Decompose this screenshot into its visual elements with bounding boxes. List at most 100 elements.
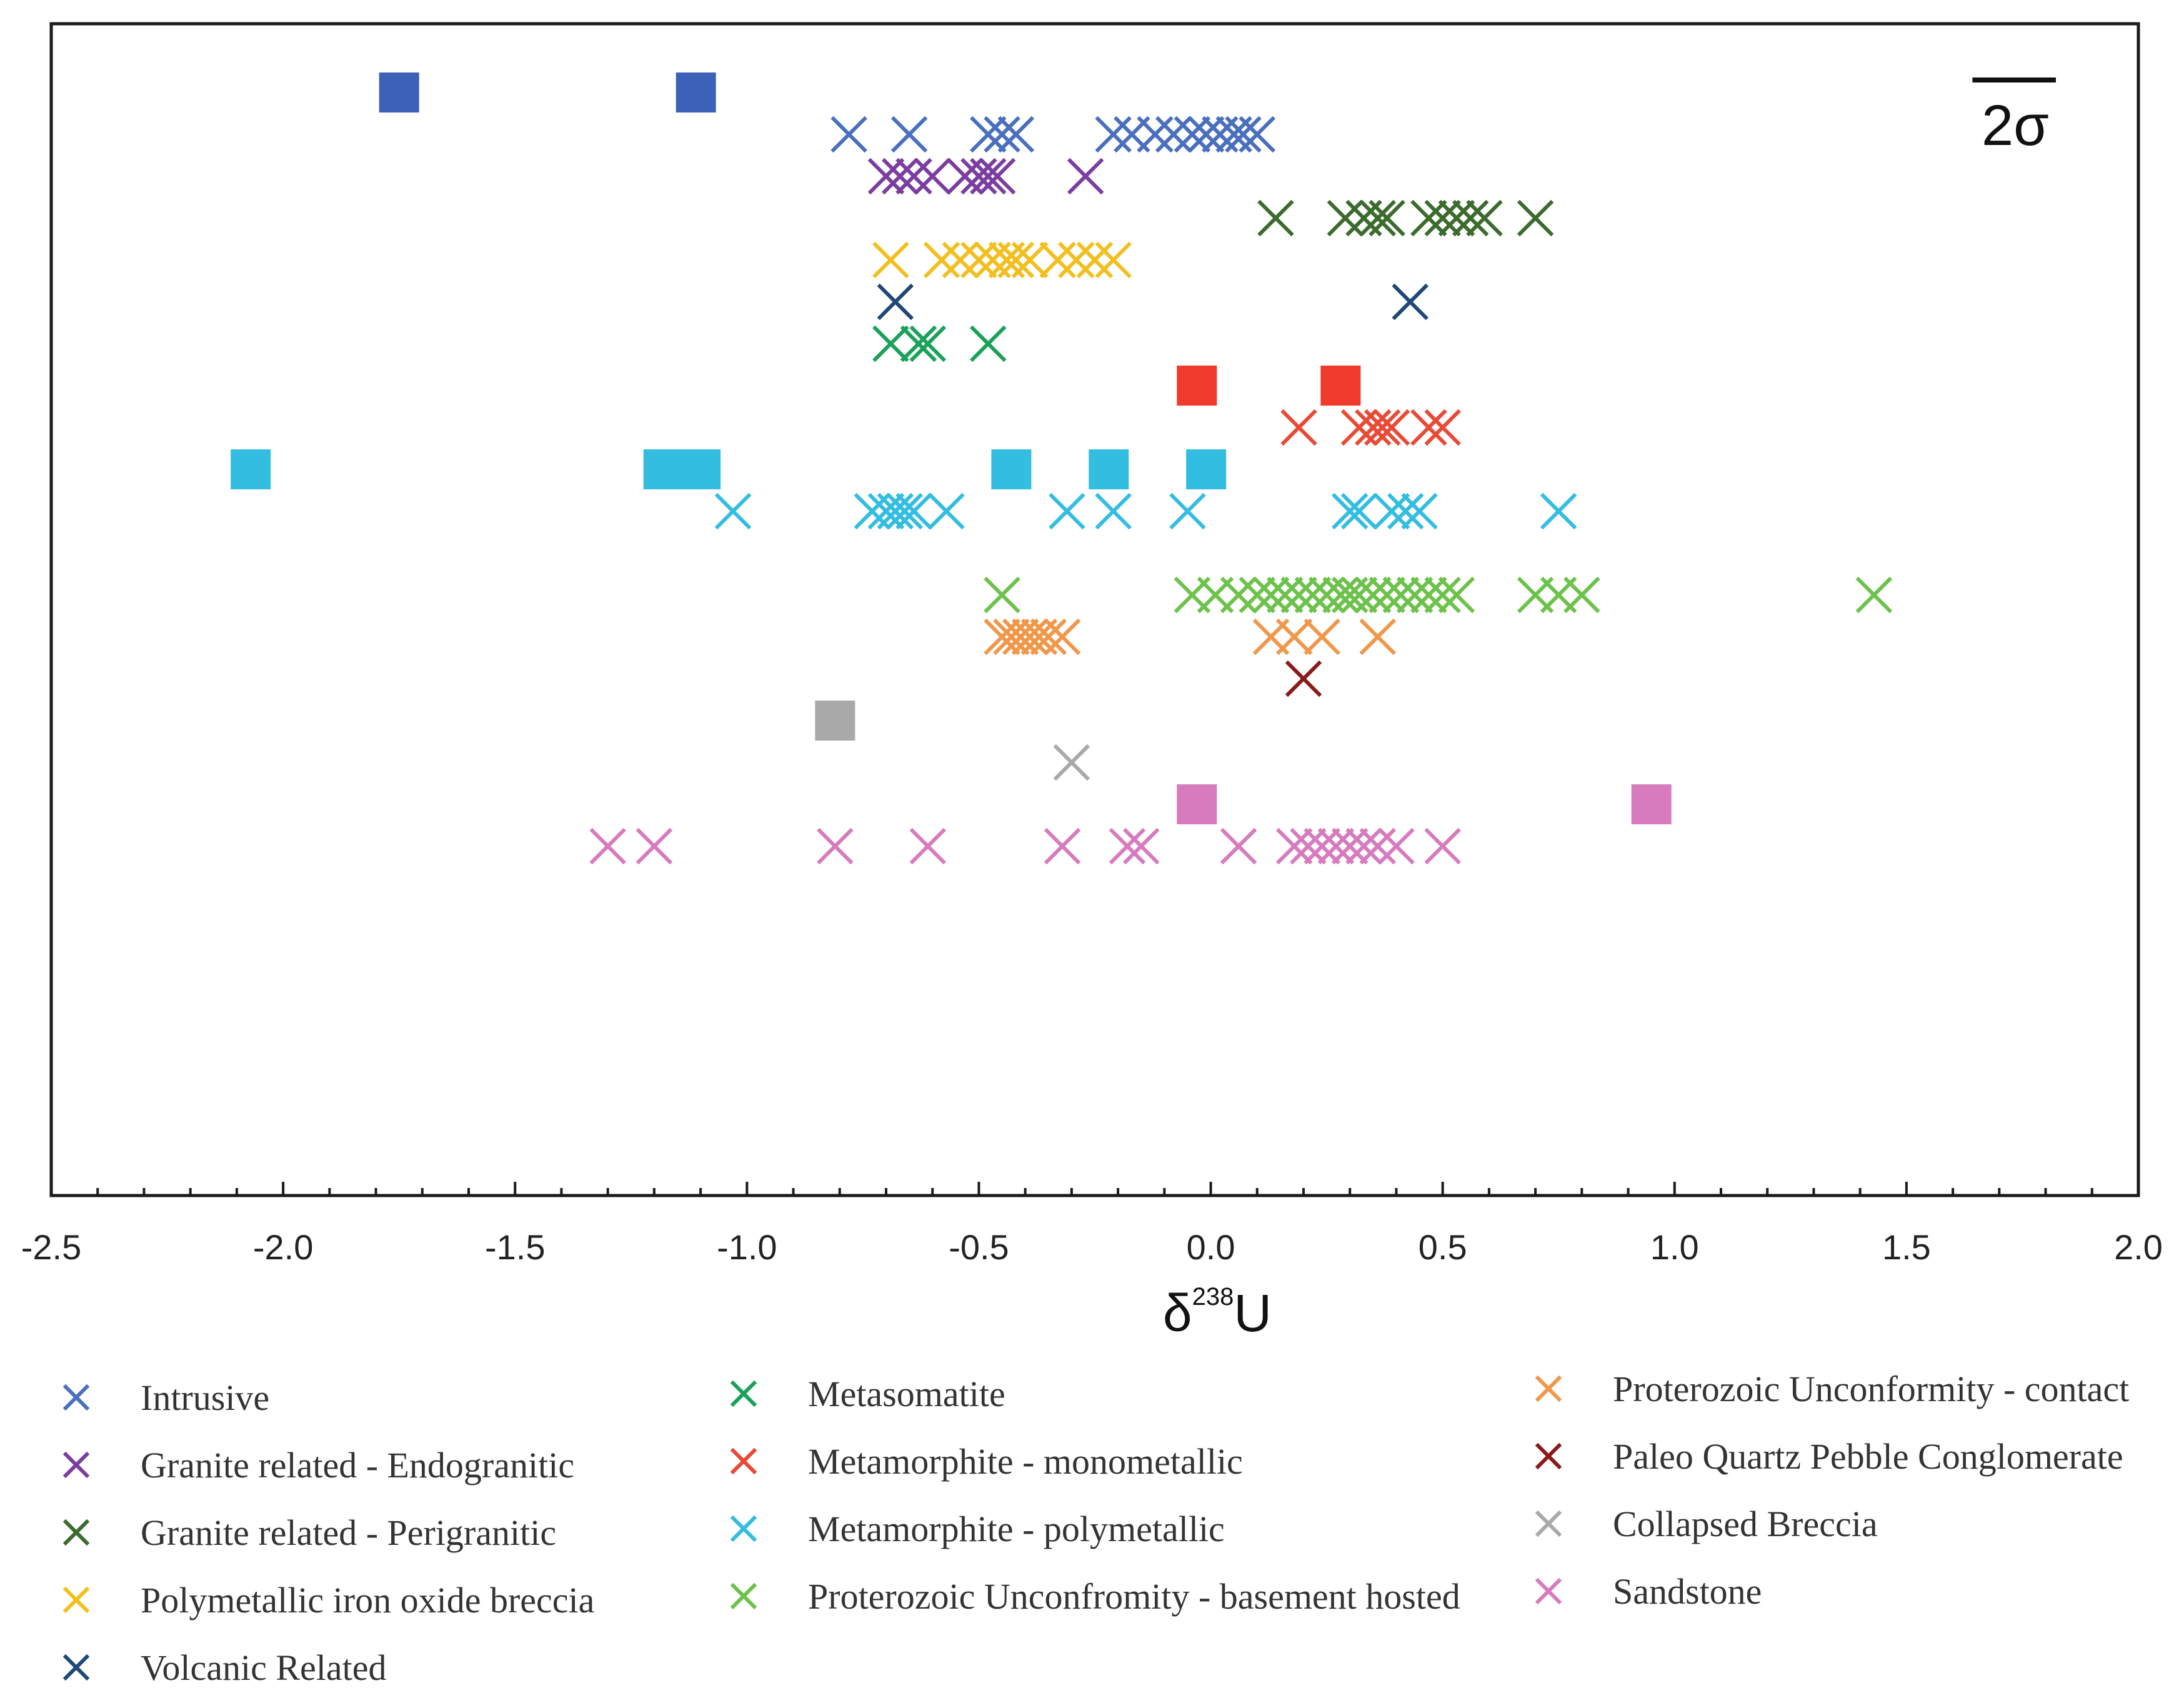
x-marker (1401, 492, 1438, 530)
x-marker (1109, 827, 1146, 865)
x-marker (1076, 241, 1114, 279)
legend-label: Metamorphite - monometallic (808, 1441, 1243, 1482)
x-marker (872, 325, 909, 362)
legend-label: Metamorphite - polymetallic (808, 1509, 1225, 1549)
x-marker (1327, 199, 1364, 237)
x-marker (1187, 116, 1225, 153)
x-marker (914, 157, 951, 195)
x-marker (1304, 618, 1340, 656)
x-marker (1563, 576, 1600, 614)
square-marker (1631, 784, 1672, 824)
scale-bar-label: 2σ (1982, 94, 2049, 157)
legend-label: Paleo Quartz Pebble Conglomerate (1613, 1436, 2123, 1477)
x-tick-label: 1.0 (1650, 1227, 1699, 1267)
x-marker (1044, 618, 1081, 656)
square-marker (231, 449, 271, 489)
x-marker (1095, 116, 1132, 153)
x-marker (1220, 827, 1257, 865)
x-marker (1424, 827, 1461, 865)
square-marker (1320, 366, 1361, 406)
legend-marker (62, 1384, 90, 1411)
x-marker (830, 116, 867, 153)
x-marker (714, 492, 752, 530)
x-marker (636, 827, 673, 865)
x-tick-label: -0.5 (949, 1227, 1009, 1267)
x-marker (984, 116, 1020, 153)
x-marker (895, 492, 932, 530)
x-marker (1317, 827, 1355, 865)
x-axis-label-superscript: 238 (1192, 1283, 1234, 1311)
x-marker (928, 492, 965, 530)
x-marker (1382, 576, 1420, 614)
x-marker (1095, 241, 1132, 279)
x-marker (890, 116, 928, 153)
x-marker (1137, 116, 1174, 153)
legend-marker (62, 1654, 90, 1681)
x-marker (1039, 241, 1076, 279)
x-axis-ticks (50, 1182, 2140, 1196)
x-marker (984, 576, 1020, 614)
x-marker (1257, 199, 1294, 237)
x-marker (895, 157, 932, 195)
x-marker (970, 116, 1007, 153)
legend-label: Volcanic Related (141, 1647, 387, 1688)
x-marker (1517, 199, 1554, 237)
x-marker (960, 241, 997, 279)
x-marker (979, 157, 1016, 195)
x-marker (1252, 576, 1290, 614)
legend-label: Intrusive (141, 1377, 269, 1418)
x-marker (1369, 576, 1405, 614)
square-marker (991, 449, 1032, 489)
x-marker (923, 241, 960, 279)
x-marker (1239, 576, 1276, 614)
x-marker (1280, 409, 1317, 446)
x-marker (1331, 492, 1369, 530)
x-marker (1373, 492, 1410, 530)
x-marker (1392, 283, 1429, 321)
x-marker (1011, 241, 1049, 279)
legend-marker (1535, 1442, 1562, 1470)
x-tick-label: -1.5 (485, 1227, 546, 1267)
x-marker (1030, 618, 1067, 656)
x-marker (1225, 116, 1262, 153)
square-marker (643, 449, 684, 489)
x-marker (1267, 576, 1304, 614)
x-marker (1369, 199, 1405, 237)
x-marker (1275, 827, 1313, 865)
x-marker (589, 827, 626, 865)
x-marker (1280, 576, 1317, 614)
x-marker (942, 241, 979, 279)
legend-marker (62, 1451, 90, 1479)
x-tick-label: -2.0 (253, 1227, 314, 1267)
x-marker (877, 283, 914, 321)
x-marker (1438, 199, 1475, 237)
legend-marker (62, 1586, 90, 1614)
square-marker (1177, 366, 1217, 406)
x-marker (1359, 618, 1396, 656)
legend-label: Proterozoic Unconformity - contact (1613, 1369, 2129, 1409)
square-marker (1089, 449, 1129, 489)
x-marker (1424, 199, 1461, 237)
x-marker (970, 325, 1007, 362)
legend-marker (730, 1447, 757, 1475)
x-marker (1155, 116, 1192, 153)
legend-marker (62, 1519, 90, 1546)
legend: Intrusive Granite related - Endogranitic G… (62, 1369, 2129, 1688)
x-marker (1304, 827, 1340, 865)
x-marker (1340, 576, 1378, 614)
plot-frame (49, 22, 2140, 1197)
x-marker (1220, 576, 1257, 614)
x-marker (1452, 199, 1489, 237)
x-marker (1285, 660, 1322, 697)
x-marker (1410, 409, 1447, 446)
x-marker (1396, 576, 1434, 614)
x-marker (1424, 409, 1461, 446)
x-marker (1345, 827, 1382, 865)
x-marker (1067, 157, 1104, 195)
legend-marker (730, 1380, 757, 1407)
x-tick-label: 0.0 (1187, 1227, 1235, 1267)
x-marker (970, 157, 1007, 195)
x-marker (1410, 199, 1447, 237)
x-marker (1095, 492, 1132, 530)
